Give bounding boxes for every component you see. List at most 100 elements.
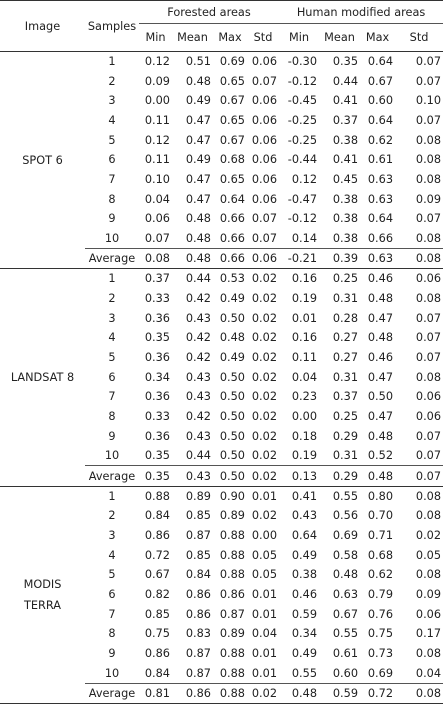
human-mean-cell: 0.45 xyxy=(332,172,359,186)
forested-min-cell: 0.36 xyxy=(144,311,170,325)
forested-min-cell: 0.34 xyxy=(144,370,170,384)
human-min-cell: 0.11 xyxy=(291,350,318,364)
human-std-cell: 0.08 xyxy=(415,172,442,186)
forested-std-cell: 0.06 xyxy=(251,192,278,206)
forested-std-cell: 0.01 xyxy=(247,485,280,506)
human-max-cell: 0.76 xyxy=(367,607,394,621)
human-min-cell: 0.34 xyxy=(291,627,318,641)
forested-mean-cell: 0.48 xyxy=(185,212,211,226)
forested-std-cell: 0.02 xyxy=(251,331,278,345)
average-human-std-cell: 0.07 xyxy=(395,465,443,487)
forested-mean-cell: 0.42 xyxy=(185,331,211,345)
human-max-cell: 0.64 xyxy=(367,113,394,127)
human-min-cell: 0.12 xyxy=(291,172,318,186)
human-max-cell: 0.46 xyxy=(367,350,394,364)
forested-max-cell: 0.89 xyxy=(219,627,245,641)
forested-mean-cell: 0.89 xyxy=(172,485,213,506)
sample-number-cell: 7 xyxy=(108,607,116,621)
human-std-cell: 0.08 xyxy=(395,485,443,506)
forested-max-cell: 0.88 xyxy=(219,548,245,562)
human-std-cell: 0.07 xyxy=(415,212,442,226)
human-max-cell: 0.71 xyxy=(367,528,394,542)
human-mean-cell: 0.37 xyxy=(332,113,359,127)
human-min-cell: 0.01 xyxy=(291,311,318,325)
human-mean-cell: 0.29 xyxy=(332,429,359,443)
average-forested-std-cell: 0.06 xyxy=(247,247,280,269)
forested-mean-cell: 0.87 xyxy=(185,666,211,680)
average-human-mean-cell: 0.39 xyxy=(319,247,361,269)
table-row: 8 0.75 0.83 0.89 0.04 0.34 0.55 0.75 0.17 xyxy=(0,624,443,644)
human-std-cell: 0.07 xyxy=(415,74,442,88)
sample-number-cell: 2 xyxy=(108,291,116,305)
human-min-cell: -0.25 xyxy=(287,113,318,127)
human-mean-cell: 0.27 xyxy=(332,350,359,364)
human-mean-cell: 0.38 xyxy=(332,231,359,245)
human-max-cell: 0.70 xyxy=(367,509,394,523)
sample-number-cell: 3 xyxy=(108,94,116,108)
sample-number-cell: 7 xyxy=(108,172,116,186)
average-human-std-cell: 0.08 xyxy=(395,247,443,269)
forested-max-cell: 0.50 xyxy=(219,410,245,424)
human-max-cell: 0.79 xyxy=(367,588,394,602)
forested-max-cell: 0.49 xyxy=(219,350,245,364)
human-max-cell: 0.46 xyxy=(360,268,396,289)
human-max-cell: 0.48 xyxy=(367,291,394,305)
forested-max-cell: 0.50 xyxy=(219,449,245,463)
human-max-cell: 0.47 xyxy=(367,410,394,424)
forested-std-cell: 0.01 xyxy=(251,666,278,680)
table-row: 2 0.84 0.85 0.89 0.02 0.43 0.56 0.70 0.08 xyxy=(0,506,443,526)
sample-number-cell: 5 xyxy=(108,568,116,582)
human-std-cell: 0.08 xyxy=(415,133,442,147)
forested-std-cell: 0.07 xyxy=(251,212,278,226)
forested-max-cell: 0.88 xyxy=(219,568,245,582)
sample-number-cell: 2 xyxy=(108,74,116,88)
forested-mean-cell: 0.48 xyxy=(185,74,211,88)
forested-std-cell: 0.07 xyxy=(251,74,278,88)
forested-min-cell: 0.86 xyxy=(144,647,170,661)
human-max-cell: 0.52 xyxy=(367,449,394,463)
sample-number-cell: 8 xyxy=(108,192,116,206)
forested-std-cell: 0.02 xyxy=(251,410,278,424)
human-std-cell: 0.08 xyxy=(415,509,442,523)
forested-mean-cell: 0.86 xyxy=(185,588,211,602)
human-max-cell: 0.50 xyxy=(367,390,394,404)
human-std-cell: 0.08 xyxy=(415,291,442,305)
human-min-cell: 0.04 xyxy=(291,370,318,384)
forested-min-cell: 0.67 xyxy=(144,568,170,582)
human-mean-header: Mean xyxy=(324,31,355,44)
table-header: Image Samples Forested areas Human modif… xyxy=(0,0,443,52)
sample-number-cell: 8 xyxy=(108,627,116,641)
human-min-cell: -0.30 xyxy=(287,55,318,69)
forested-max-cell: 0.67 xyxy=(219,94,245,108)
image-name-line: TERRA xyxy=(23,598,61,612)
table-row: 8 0.04 0.47 0.64 0.06 -0.47 0.38 0.63 0.09 xyxy=(0,189,443,209)
sample-number-cell: 1 xyxy=(85,268,139,289)
human-max-cell: 0.62 xyxy=(367,133,394,147)
human-std-cell: 0.05 xyxy=(415,548,442,562)
average-row: Average 0.35 0.43 0.50 0.02 0.13 0.29 0.48 0.07 xyxy=(0,465,443,487)
forested-mean-cell: 0.48 xyxy=(185,231,211,245)
table-row: LANDSAT 8 1 0.37 0.44 0.53 0.02 0.16 0.25 0.46 0.… xyxy=(0,268,443,487)
forested-mean-cell: 0.47 xyxy=(185,113,211,127)
human-min-cell: 0.41 xyxy=(279,485,320,506)
average-forested-max-cell: 0.88 xyxy=(213,682,247,704)
human-std-cell: 0.02 xyxy=(415,528,442,542)
sample-number-cell: 10 xyxy=(104,231,120,245)
average-forested-mean-cell: 0.48 xyxy=(172,247,213,269)
sample-number-cell: 6 xyxy=(108,370,116,384)
forested-std-cell: 0.02 xyxy=(247,268,280,289)
forested-max-cell: 0.68 xyxy=(219,153,245,167)
sample-number-cell: 7 xyxy=(108,390,116,404)
forested-mean-cell: 0.43 xyxy=(185,390,211,404)
human-min-cell: 0.00 xyxy=(291,410,318,424)
human-std-cell: 0.09 xyxy=(415,192,442,206)
human-mean-cell: 0.28 xyxy=(332,311,359,325)
human-std-cell: 0.06 xyxy=(415,607,442,621)
human-mean-cell: 0.48 xyxy=(332,568,359,582)
human-min-cell: 0.59 xyxy=(291,607,318,621)
forested-std-cell: 0.02 xyxy=(251,370,278,384)
human-std-cell: 0.07 xyxy=(415,311,442,325)
forested-std-cell: 0.02 xyxy=(251,291,278,305)
human-min-cell: -0.25 xyxy=(287,133,318,147)
forested-min-cell: 0.09 xyxy=(144,74,170,88)
